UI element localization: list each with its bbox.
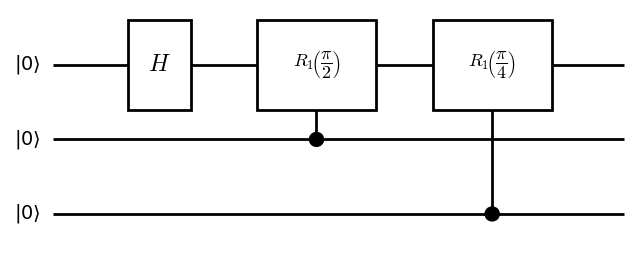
Text: $R_1\!\left(\dfrac{\pi}{2}\right)$: $R_1\!\left(\dfrac{\pi}{2}\right)$ — [292, 49, 341, 80]
Text: $R_1\!\left(\dfrac{\pi}{4}\right)$: $R_1\!\left(\dfrac{\pi}{4}\right)$ — [468, 49, 516, 80]
Bar — [432, 20, 552, 110]
Text: $\mathit{H}$: $\mathit{H}$ — [148, 53, 171, 76]
Text: $|0\rangle$: $|0\rangle$ — [15, 128, 41, 151]
Ellipse shape — [485, 207, 499, 221]
Text: $|0\rangle$: $|0\rangle$ — [15, 53, 41, 76]
Text: $|0\rangle$: $|0\rangle$ — [15, 202, 41, 226]
Bar — [257, 20, 376, 110]
Ellipse shape — [310, 133, 323, 146]
Bar — [128, 20, 191, 110]
